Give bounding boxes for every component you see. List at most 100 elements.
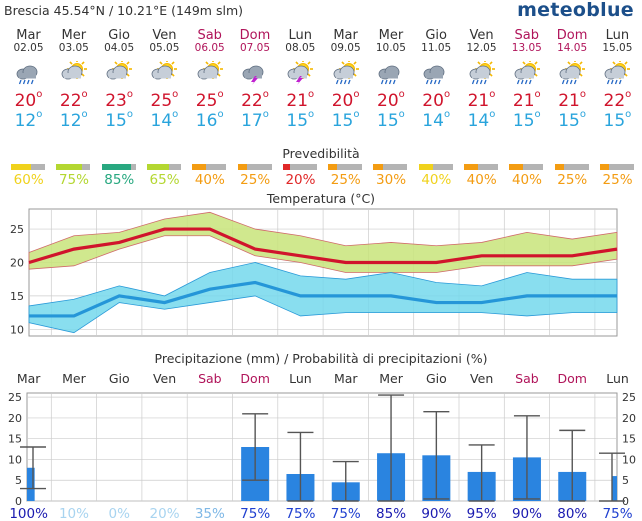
predictability-fill xyxy=(328,164,338,170)
precip-range-whisker xyxy=(378,394,405,502)
predictability-value: 40% xyxy=(466,172,497,188)
day-date: 02.05 xyxy=(13,42,44,54)
precip-day-label: Lun xyxy=(289,371,312,386)
day-column[interactable]: Ven 05.05 25o 14o xyxy=(142,28,187,132)
predictability-bar xyxy=(101,164,136,170)
predictability-rest xyxy=(432,164,453,170)
precip-probability: 10% xyxy=(59,506,89,521)
min-temperature: 15o xyxy=(603,109,632,131)
sun-cloud-icon xyxy=(142,59,187,91)
precip-day-label: Gio xyxy=(426,371,447,386)
predictability-value: 40% xyxy=(511,172,542,188)
y-tick-label-left: 15 xyxy=(8,433,22,446)
precip-range-whisker xyxy=(242,413,269,481)
y-tick-label: 10 xyxy=(10,323,24,336)
rain-cloud-icon xyxy=(414,61,459,91)
predictability-fill xyxy=(101,164,131,170)
min-temperature: 12o xyxy=(59,109,88,131)
precip-probability: 35% xyxy=(195,506,225,521)
max-temperature: 20o xyxy=(377,89,405,111)
predictability-value: 20% xyxy=(285,172,316,188)
precip-day-label: Lun xyxy=(606,371,629,386)
predictability-fill xyxy=(56,164,83,170)
precip-day-label: Gio xyxy=(109,371,130,386)
y-tick-label-left: 10 xyxy=(8,453,22,466)
day-column[interactable]: Sab 06.05 25o 16o xyxy=(187,29,232,132)
min-temperature: 12o xyxy=(14,109,43,131)
day-date: 11.05 xyxy=(421,42,452,54)
min-temperature: 15o xyxy=(286,109,315,131)
meteoblue-logo[interactable]: meteoblue xyxy=(517,0,634,21)
day-name: Mar xyxy=(333,28,358,43)
precipitation-chart: Mar Mer Gio Ven Sab Dom Lun Mar Mer Gio Ven Sab Dom L… xyxy=(8,371,636,521)
day-column[interactable]: Sab 13.05 21o 15o xyxy=(504,29,549,132)
predictability-fill xyxy=(237,164,247,170)
day-column[interactable]: Dom 07.05 22o 17o xyxy=(233,28,278,132)
day-date: 06.05 xyxy=(194,42,225,54)
precip-day-label: Dom xyxy=(240,371,269,386)
predictability-fill xyxy=(192,164,207,170)
precip-probability: 75% xyxy=(285,506,315,521)
precip-range-whisker xyxy=(468,444,495,502)
day-name: Ven xyxy=(469,28,494,43)
precip-probability: 100% xyxy=(9,506,48,521)
max-temperature: 21o xyxy=(558,89,586,111)
precip-day-label: Dom xyxy=(558,371,587,386)
min-temp-line xyxy=(29,280,617,318)
predictability-value: 25% xyxy=(330,172,361,188)
day-column[interactable]: Mar 02.05 20o 12o xyxy=(6,28,51,132)
predictability-bar xyxy=(146,164,181,170)
day-date: 05.05 xyxy=(149,42,180,54)
day-name: Gio xyxy=(425,28,447,43)
max-temp-line xyxy=(28,227,618,265)
rain-cloud-icon xyxy=(6,61,51,91)
day-column[interactable]: Lun 08.05 21o 15o xyxy=(278,29,323,132)
precip-probability: 95% xyxy=(467,506,497,521)
precip-range-whisker xyxy=(513,415,540,500)
predictability-rest xyxy=(563,164,589,170)
precip-day-label: Mar xyxy=(334,371,358,386)
day-column[interactable]: Ven 12.05 21o 14o xyxy=(459,28,504,132)
precip-probability: 20% xyxy=(150,506,180,521)
predictability-fill xyxy=(554,164,564,170)
day-column[interactable]: Mer 10.05 20o 15o xyxy=(368,29,413,132)
max-temperature: 20o xyxy=(14,89,43,111)
precip-day-label: Mar xyxy=(17,371,41,386)
day-column[interactable]: Dom 14.05 21o 15o xyxy=(550,29,595,132)
precip-range-whisker xyxy=(20,446,46,490)
min-temperature: 14o xyxy=(150,109,179,131)
precip-probability: 80% xyxy=(557,506,587,521)
thunderstorm-sun-icon xyxy=(278,59,323,91)
predictability-rest xyxy=(206,164,227,170)
day-name: Dom xyxy=(239,28,271,43)
max-temperature: 21o xyxy=(467,89,496,111)
sun-cloud-icon xyxy=(187,59,232,91)
day-name: Gio xyxy=(108,28,130,43)
sun-cloud-icon xyxy=(97,59,142,91)
min-temperature: 15o xyxy=(512,109,541,131)
day-name: Mar xyxy=(16,28,41,43)
predictability-rest xyxy=(31,164,45,170)
min-temperature: 15o xyxy=(558,109,586,131)
day-column[interactable]: Gio 04.05 23o 15o xyxy=(97,28,142,132)
predictability-rest xyxy=(608,164,634,170)
day-date: 10.05 xyxy=(375,42,406,54)
min-temperature: 15o xyxy=(105,109,133,131)
predictability-bar xyxy=(328,164,363,170)
predictability-fill xyxy=(11,164,31,170)
precip-day-label: Ven xyxy=(470,371,493,386)
max-temperature: 22o xyxy=(241,89,269,111)
precip-bar xyxy=(27,467,35,501)
day-name: Ven xyxy=(152,28,177,43)
day-column[interactable]: Mer 03.05 22o 12o xyxy=(51,29,96,132)
day-name: Lun xyxy=(605,28,630,43)
precip-probability: 90% xyxy=(512,506,542,521)
day-date: 04.05 xyxy=(104,42,135,54)
precip-day-label: Sab xyxy=(515,371,539,386)
predictability-rest xyxy=(289,164,317,170)
day-column[interactable]: Lun 15.05 22o 15o xyxy=(595,28,640,132)
y-tick-label-left: 25 xyxy=(8,391,22,404)
predictability-value: 40% xyxy=(194,172,225,188)
day-column[interactable]: Gio 11.05 20o 14o xyxy=(414,28,459,132)
day-column[interactable]: Mar 09.05 20o 15o xyxy=(323,28,368,132)
